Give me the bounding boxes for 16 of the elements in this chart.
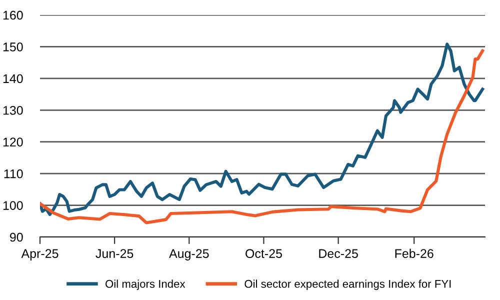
y-tick-label: 150 xyxy=(3,42,23,52)
x-tick-label: Feb-26 xyxy=(395,248,434,258)
x-tick-label: Dec-25 xyxy=(319,249,358,258)
y-tick-label: 140 xyxy=(3,74,23,84)
y-tick-label: 110 xyxy=(4,169,23,178)
legend-label: Oil majors Index xyxy=(106,280,186,290)
y-tick-label: 160 xyxy=(3,10,23,20)
x-tick-label: Jun-25 xyxy=(96,249,134,258)
y-tick-label: 120 xyxy=(3,138,23,147)
y-tick-label: 90 xyxy=(10,232,23,242)
y-tick-label: 130 xyxy=(3,106,23,115)
legend-label: Oil sector expected earnings Index for FYI xyxy=(244,280,451,290)
x-tick-label: Apr-25 xyxy=(21,249,58,260)
x-tick-label: Aug-25 xyxy=(169,249,209,260)
x-tick-label: Oct-25 xyxy=(246,249,282,258)
y-tick-label: 100 xyxy=(3,201,23,210)
